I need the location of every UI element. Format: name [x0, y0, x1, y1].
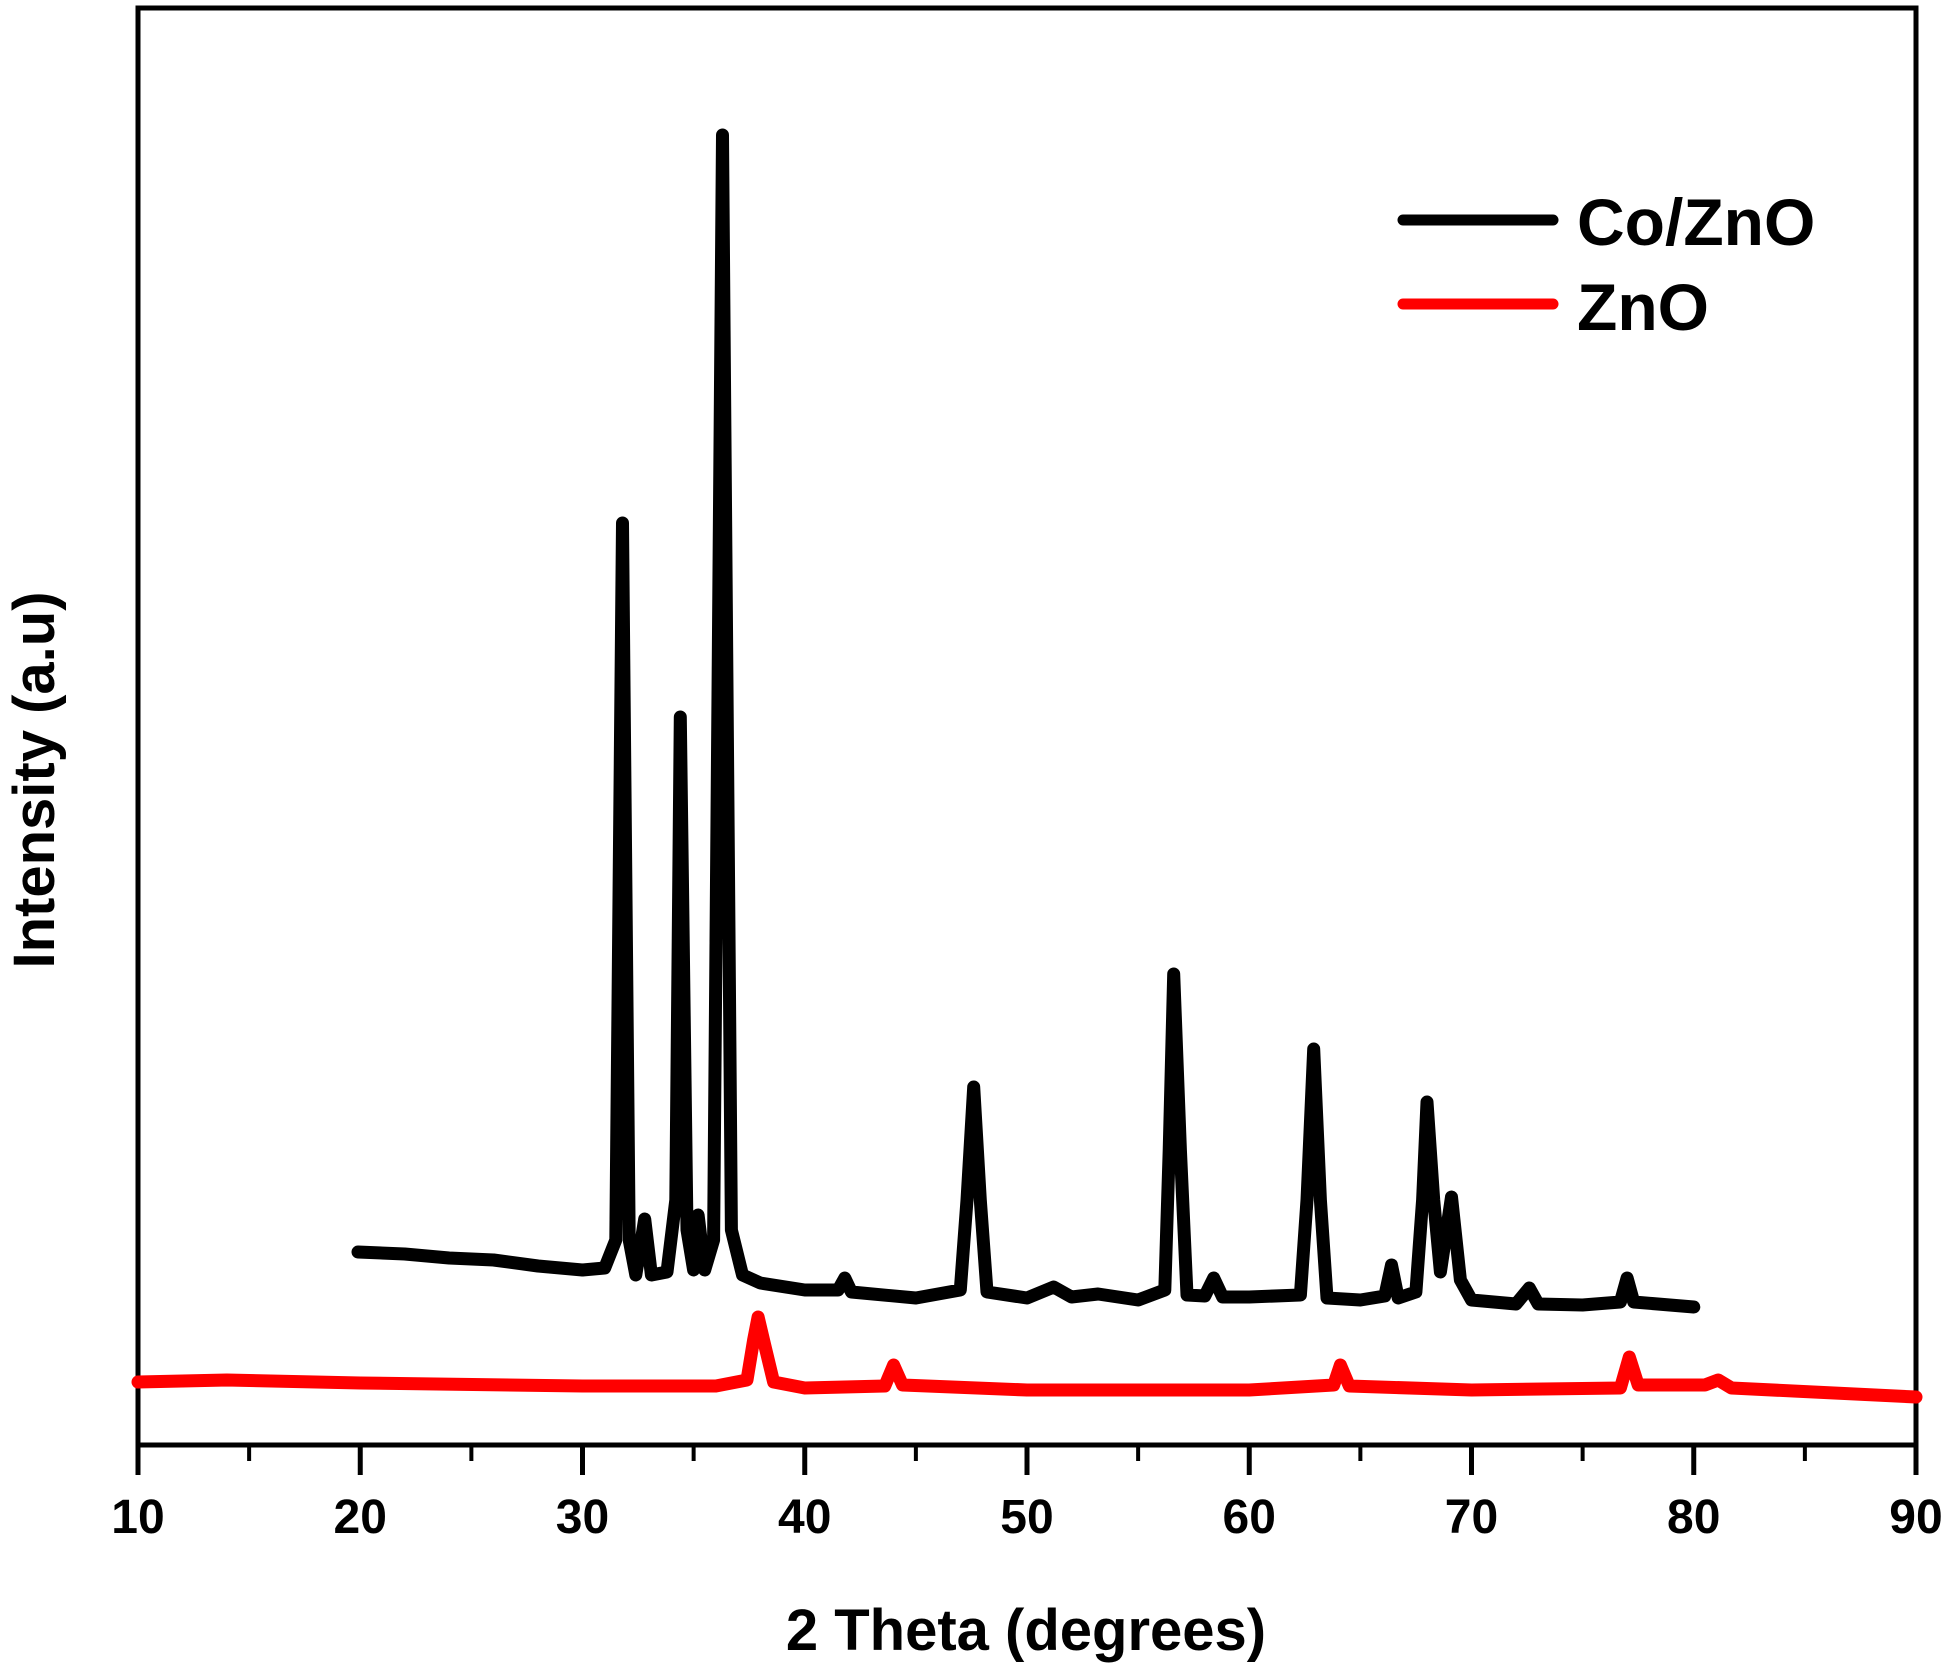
- x-axis-title: 2 Theta (degrees): [786, 1598, 1266, 1663]
- legend: Co/ZnO ZnO: [1397, 185, 1815, 344]
- x-tick-label: 10: [111, 1491, 164, 1544]
- legend-label-zno: ZnO: [1577, 270, 1709, 344]
- x-tick-label: 30: [556, 1491, 609, 1544]
- x-tick-label: 40: [778, 1491, 831, 1544]
- x-axis-tick-labels: 10 20 30 40 50 60 70 80 90: [111, 1491, 1942, 1544]
- x-axis-ticks: [135, 1445, 1919, 1475]
- y-axis-title: Intensity (a.u): [2, 591, 67, 968]
- legend-item-zno: ZnO: [1397, 270, 1709, 344]
- x-tick-label: 20: [334, 1491, 387, 1544]
- series-line-co-zno: [351, 128, 1701, 1314]
- x-tick-label: 80: [1667, 1491, 1720, 1544]
- x-tick-label: 90: [1889, 1491, 1942, 1544]
- x-tick-label: 60: [1223, 1491, 1276, 1544]
- series-line-zno: [131, 1310, 1923, 1404]
- legend-label-co-zno: Co/ZnO: [1577, 185, 1815, 259]
- legend-item-co-zno: Co/ZnO: [1397, 185, 1815, 259]
- x-tick-label: 50: [1000, 1491, 1053, 1544]
- x-tick-label: 70: [1445, 1491, 1498, 1544]
